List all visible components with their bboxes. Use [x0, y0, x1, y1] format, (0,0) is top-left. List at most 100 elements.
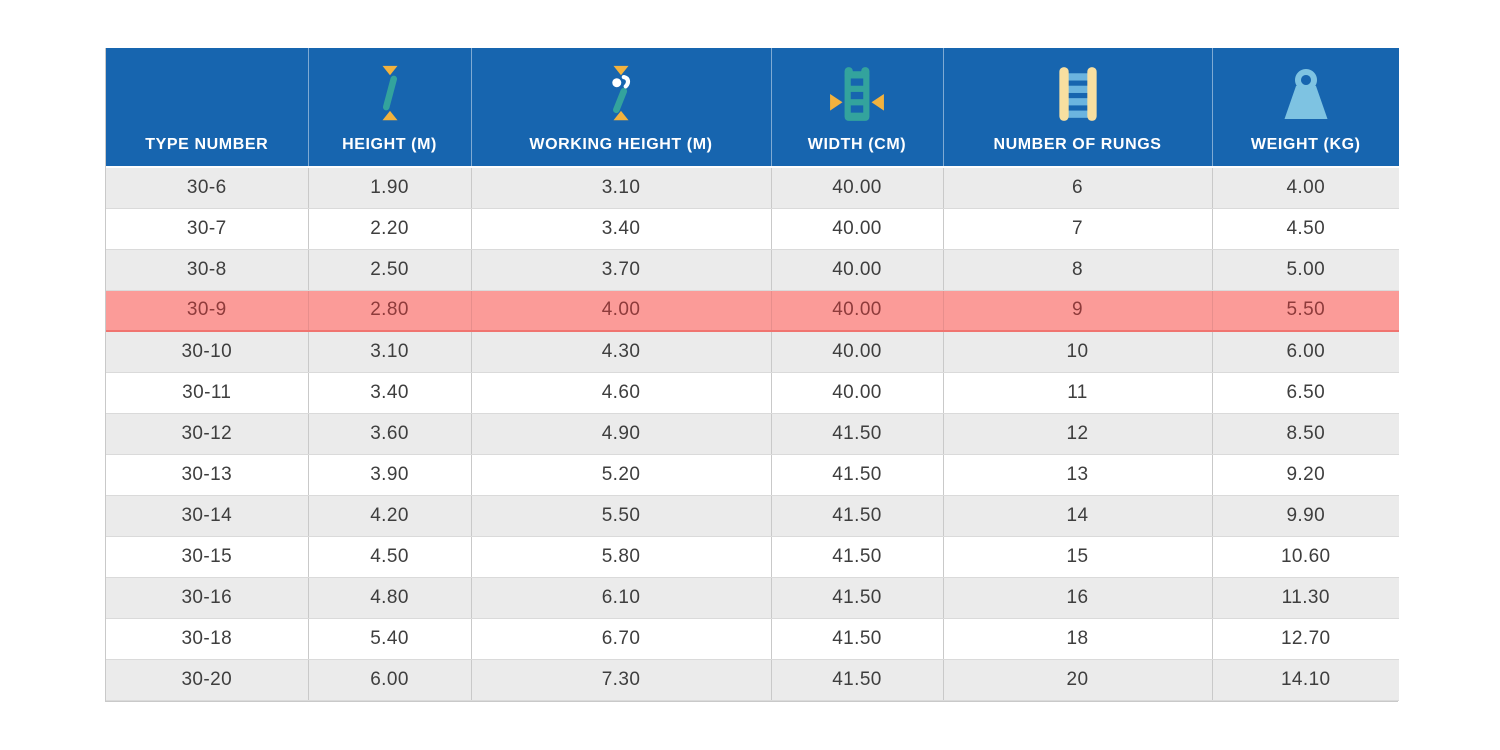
table-cell: 3.60 — [308, 413, 472, 455]
table-cell: 30-8 — [106, 249, 309, 291]
table-cell: 11.30 — [1212, 577, 1399, 619]
table-cell: 12 — [943, 413, 1213, 455]
table-cell: 2.80 — [308, 290, 472, 332]
table-cell: 30-11 — [106, 372, 309, 414]
spec-table-container: TYPE NUMBER HEIGHT (M) — [105, 48, 1399, 702]
table-cell: 3.40 — [471, 208, 772, 250]
table-cell: 9.20 — [1212, 454, 1399, 496]
table-cell: 5.00 — [1212, 249, 1399, 291]
working-height-icon — [612, 65, 631, 121]
header-label: HEIGHT (M) — [342, 136, 437, 153]
table-row: 30-12 3.60 4.90 41.50 12 8.50 — [106, 413, 1399, 455]
table-cell: 4.60 — [471, 372, 772, 414]
table-cell: 5.80 — [471, 536, 772, 578]
header-working-height: WORKING HEIGHT (M) — [471, 48, 772, 168]
table-cell: 3.40 — [308, 372, 472, 414]
table-cell: 10 — [943, 331, 1213, 373]
table-cell: 4.20 — [308, 495, 472, 537]
table-cell: 4.00 — [471, 290, 772, 332]
header-width: WIDTH (CM) — [771, 48, 944, 168]
table-cell: 6.00 — [308, 659, 472, 701]
table-cell: 41.50 — [771, 577, 944, 619]
table-cell: 4.80 — [308, 577, 472, 619]
table-cell: 15 — [943, 536, 1213, 578]
table-cell: 6.50 — [1212, 372, 1399, 414]
table-cell: 41.50 — [771, 454, 944, 496]
table-cell: 10.60 — [1212, 536, 1399, 578]
table-row: 30-14 4.20 5.50 41.50 14 9.90 — [106, 495, 1399, 537]
table-cell: 1.90 — [308, 167, 472, 209]
table-cell: 5.50 — [1212, 290, 1399, 332]
table-row: 30-13 3.90 5.20 41.50 13 9.20 — [106, 454, 1399, 496]
table-cell: 7 — [943, 208, 1213, 250]
table-row: 30-8 2.50 3.70 40.00 8 5.00 — [106, 249, 1399, 291]
table-cell: 9.90 — [1212, 495, 1399, 537]
table-cell: 41.50 — [771, 495, 944, 537]
table-cell: 4.50 — [308, 536, 472, 578]
table-body: 30-6 1.90 3.10 40.00 6 4.00 30-7 2.20 3.40 40.00 7… — [106, 167, 1399, 701]
table-cell: 18 — [943, 618, 1213, 660]
table-row: 30-20 6.00 7.30 41.50 20 14.10 — [106, 659, 1399, 701]
header-row: TYPE NUMBER HEIGHT (M) — [106, 48, 1399, 168]
table-cell: 5.20 — [471, 454, 772, 496]
table-cell: 5.40 — [308, 618, 472, 660]
table-cell: 40.00 — [771, 372, 944, 414]
ladder-spec-table: TYPE NUMBER HEIGHT (M) — [106, 48, 1399, 701]
header-type-number: TYPE NUMBER — [106, 48, 309, 168]
table-cell: 4.90 — [471, 413, 772, 455]
table-cell: 2.20 — [308, 208, 472, 250]
table-cell: 30-13 — [106, 454, 309, 496]
table-cell: 30-9 — [106, 290, 309, 332]
table-cell: 6.10 — [471, 577, 772, 619]
table-cell: 41.50 — [771, 618, 944, 660]
table-cell: 40.00 — [771, 208, 944, 250]
table-cell: 8.50 — [1212, 413, 1399, 455]
header-height: HEIGHT (M) — [308, 48, 472, 168]
table-cell: 41.50 — [771, 413, 944, 455]
table-cell: 20 — [943, 659, 1213, 701]
header-label: WEIGHT (KG) — [1250, 136, 1361, 153]
table-cell: 40.00 — [771, 290, 944, 332]
table-cell: 30-12 — [106, 413, 309, 455]
header-label: WORKING HEIGHT (M) — [529, 136, 713, 153]
table-cell: 40.00 — [771, 167, 944, 209]
table-cell: 3.10 — [308, 331, 472, 373]
table-cell: 5.50 — [471, 495, 772, 537]
table-cell: 41.50 — [771, 536, 944, 578]
table-cell: 6.70 — [471, 618, 772, 660]
table-row: 30-10 3.10 4.30 40.00 10 6.00 — [106, 331, 1399, 373]
table-cell: 14 — [943, 495, 1213, 537]
header-label: WIDTH (CM) — [807, 136, 907, 153]
table-row: 30-6 1.90 3.10 40.00 6 4.00 — [106, 167, 1399, 209]
table-cell: 14.10 — [1212, 659, 1399, 701]
table-cell: 30-7 — [106, 208, 309, 250]
table-row: 30-11 3.40 4.60 40.00 11 6.50 — [106, 372, 1399, 414]
table-row: 30-15 4.50 5.80 41.50 15 10.60 — [106, 536, 1399, 578]
header-label: NUMBER OF RUNGS — [993, 136, 1162, 153]
table-cell: 4.00 — [1212, 167, 1399, 209]
table-cell: 11 — [943, 372, 1213, 414]
table-cell: 4.50 — [1212, 208, 1399, 250]
rungs-icon — [1058, 67, 1097, 121]
height-icon — [382, 65, 397, 121]
weight-icon — [1284, 69, 1328, 119]
table-cell: 9 — [943, 290, 1213, 332]
table-cell: 30-15 — [106, 536, 309, 578]
table-cell: 30-6 — [106, 167, 309, 209]
table-cell: 30-10 — [106, 331, 309, 373]
table-cell: 40.00 — [771, 331, 944, 373]
table-cell: 40.00 — [771, 249, 944, 291]
table-cell: 3.90 — [308, 454, 472, 496]
table-cell: 7.30 — [471, 659, 772, 701]
table-cell: 4.30 — [471, 331, 772, 373]
table-cell: 16 — [943, 577, 1213, 619]
width-icon — [830, 67, 884, 121]
table-row: 30-9 2.80 4.00 40.00 9 5.50 — [106, 290, 1399, 332]
header-weight: WEIGHT (KG) — [1212, 48, 1399, 168]
table-cell: 2.50 — [308, 249, 472, 291]
table-cell: 30-18 — [106, 618, 309, 660]
table-cell: 13 — [943, 454, 1213, 496]
table-cell: 3.70 — [471, 249, 772, 291]
table-cell: 6 — [943, 167, 1213, 209]
table-row: 30-7 2.20 3.40 40.00 7 4.50 — [106, 208, 1399, 250]
